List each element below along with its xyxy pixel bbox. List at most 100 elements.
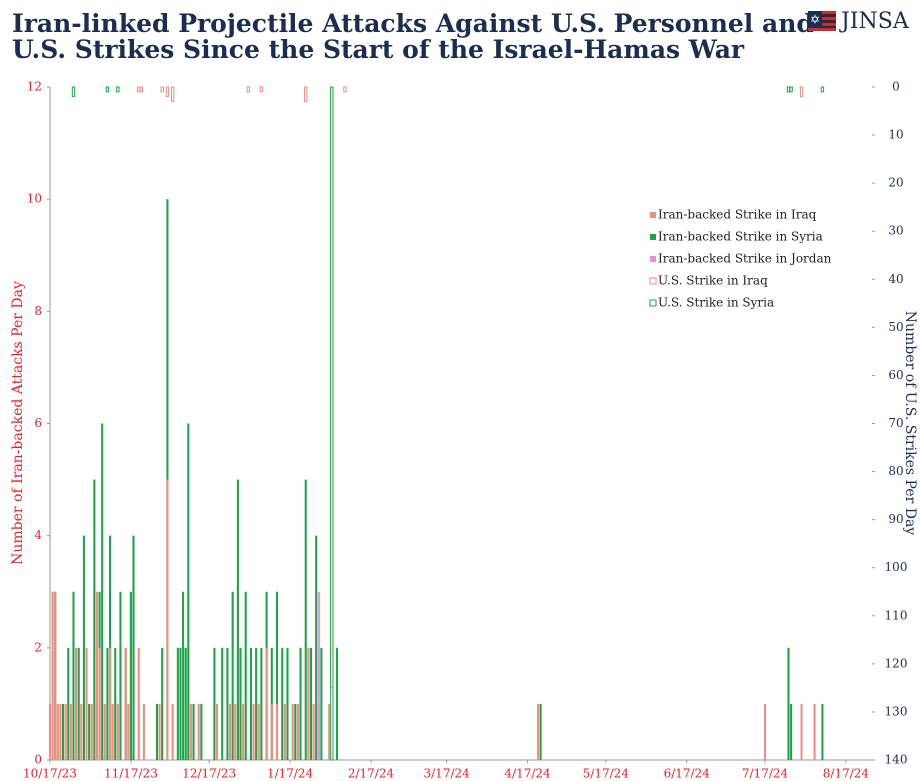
bar [114,647,117,760]
bar [315,535,318,760]
bar [165,86,170,98]
bar [275,703,279,760]
svg-text:✡: ✡ [810,13,820,27]
bar [51,591,54,760]
bar [539,703,542,760]
bar [343,86,347,93]
y-tick-label: 10 [27,192,42,206]
y2-tick-label: 90 [888,512,903,526]
bar [64,703,67,760]
bar [242,703,245,760]
bar [304,86,308,102]
bar [142,703,145,760]
bar [189,703,192,760]
bar [281,647,284,760]
legend-label: Iran-backed Strike in Iraq [658,208,817,222]
bar [286,647,289,760]
bar [234,703,237,760]
y2-tick-label: 110 [885,608,908,622]
legend-swatch [649,299,657,307]
brand: JINSA [839,9,910,34]
bar [536,703,540,760]
y-tick-label: 2 [34,640,42,654]
legend-swatch [650,212,656,218]
bar [124,647,127,760]
y2-tick-label: 30 [888,224,903,238]
bar [236,479,239,760]
bar [317,591,320,760]
bar [48,703,52,760]
bar [166,199,169,760]
bar [275,591,279,760]
legend-swatch [650,234,656,240]
y-tick-label: 12 [27,80,42,94]
bar [95,591,99,760]
bar [137,86,141,93]
x-tick-label: 3/17/24 [424,767,471,781]
bar [56,703,59,760]
y2-tick-label: 60 [888,368,903,382]
bar [82,535,85,760]
bar [72,591,75,760]
bar [260,647,263,760]
bar [255,647,258,760]
legend-swatch [650,256,656,262]
bar [108,647,112,760]
x-tick-label: 1/17/24 [267,767,314,781]
bar [283,703,286,760]
y2-tick-label: 40 [888,272,903,286]
bar [304,479,307,760]
bar [294,703,297,760]
x-tick-label: 10/17/23 [23,767,77,781]
y2-tick-label: 10 [888,128,903,142]
bar [111,703,114,760]
bar [200,703,203,760]
bar [171,703,174,760]
bar [93,479,96,760]
bar [328,703,331,760]
bar [257,703,260,760]
bar [821,703,824,760]
bar [127,703,130,760]
bar [786,86,791,93]
y2-tick-label: 120 [885,656,908,670]
bar [170,86,175,102]
y2-tick-label: 70 [888,416,903,430]
bar [309,647,312,760]
bar [215,703,219,760]
bar [820,86,825,93]
bar [54,591,57,760]
bar [270,647,273,760]
bar [161,647,164,760]
bar [80,703,83,760]
bar [129,591,132,760]
bar [231,591,234,760]
bar [155,703,159,760]
bar [312,703,315,760]
bar [239,647,242,760]
bar [85,647,88,760]
bar [182,591,185,760]
bar [176,647,179,760]
y2-tick-label: 0 [892,80,900,94]
bar [158,703,161,760]
bar [799,86,804,98]
y-tick-label: 4 [34,528,42,542]
legend-label: U.S. Strike in Syria [658,296,774,310]
bar [291,703,294,760]
chart-title: U.S. Strikes Since the Start of the Isra… [12,35,745,64]
x-tick-label: 12/17/23 [182,767,236,781]
bar [813,703,816,760]
bar [179,647,182,760]
y-tick-label: 6 [34,416,42,430]
bar [166,479,169,760]
bar [296,703,299,760]
bar [307,647,310,760]
bar [787,647,790,760]
bar [75,647,78,760]
bar [265,647,268,760]
bar [259,86,264,93]
bar [98,647,101,760]
bar [101,423,104,760]
